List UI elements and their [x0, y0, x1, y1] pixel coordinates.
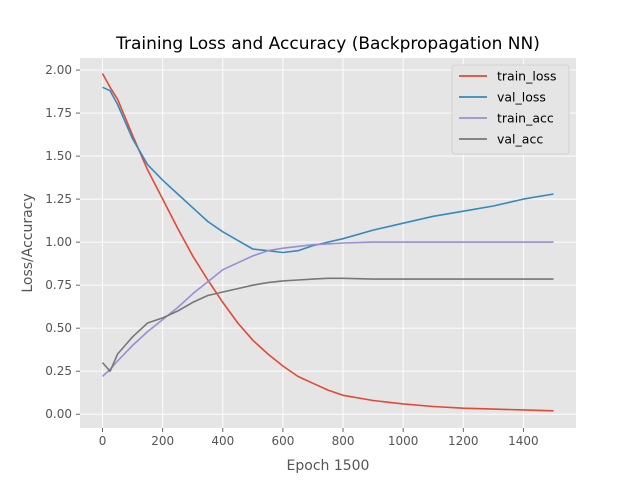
x-axis-label: Epoch 1500 — [287, 458, 370, 474]
x-tick-label: 800 — [332, 434, 355, 448]
x-tick-label: 1400 — [508, 434, 539, 448]
y-tick-label: 0.00 — [45, 407, 72, 421]
x-tick-label: 200 — [151, 434, 174, 448]
series-line-train-acc — [101, 241, 554, 377]
y-tick-label: 1.25 — [45, 192, 72, 206]
x-tick-label: 400 — [211, 434, 234, 448]
y-tick-label: 0.50 — [45, 321, 72, 335]
x-tick-label: 1200 — [448, 434, 479, 448]
y-tick-label: 0.75 — [45, 278, 72, 292]
y-tick-label: 1.00 — [45, 235, 72, 249]
x-tick-label: 0 — [99, 434, 107, 448]
legend-label: val_loss — [497, 90, 546, 105]
legend-box — [451, 64, 570, 155]
y-axis-ticks: 0.00 0.25 0.50 0.75 1.00 1.25 1.50 1.75 2.00 — [45, 63, 80, 421]
legend-items: train_loss val_loss train_acc val_acc — [459, 69, 557, 147]
series-lines — [101, 73, 554, 412]
chart-title: Training Loss and Accuracy (Backpropagat… — [115, 34, 540, 54]
series-line-val-acc — [101, 277, 554, 373]
y-tick-label: 0.25 — [45, 364, 72, 378]
x-tick-label: 600 — [271, 434, 294, 448]
y-axis-label: Loss/Accuracy — [20, 193, 36, 292]
y-tick-label: 1.50 — [45, 149, 72, 163]
legend-label: train_loss — [497, 69, 557, 84]
legend-label: train_acc — [497, 111, 554, 126]
x-axis-ticks: 0 200 400 600 800 1000 1200 1400 — [99, 428, 539, 448]
x-tick-label: 1000 — [388, 434, 419, 448]
legend-label: val_acc — [497, 132, 543, 147]
legend: train_loss val_loss train_acc val_acc — [451, 64, 570, 155]
y-tick-label: 1.75 — [45, 106, 72, 120]
series-line-train-loss — [101, 73, 554, 412]
y-tick-label: 2.00 — [45, 63, 72, 77]
series-line-val-loss — [102, 86, 554, 254]
